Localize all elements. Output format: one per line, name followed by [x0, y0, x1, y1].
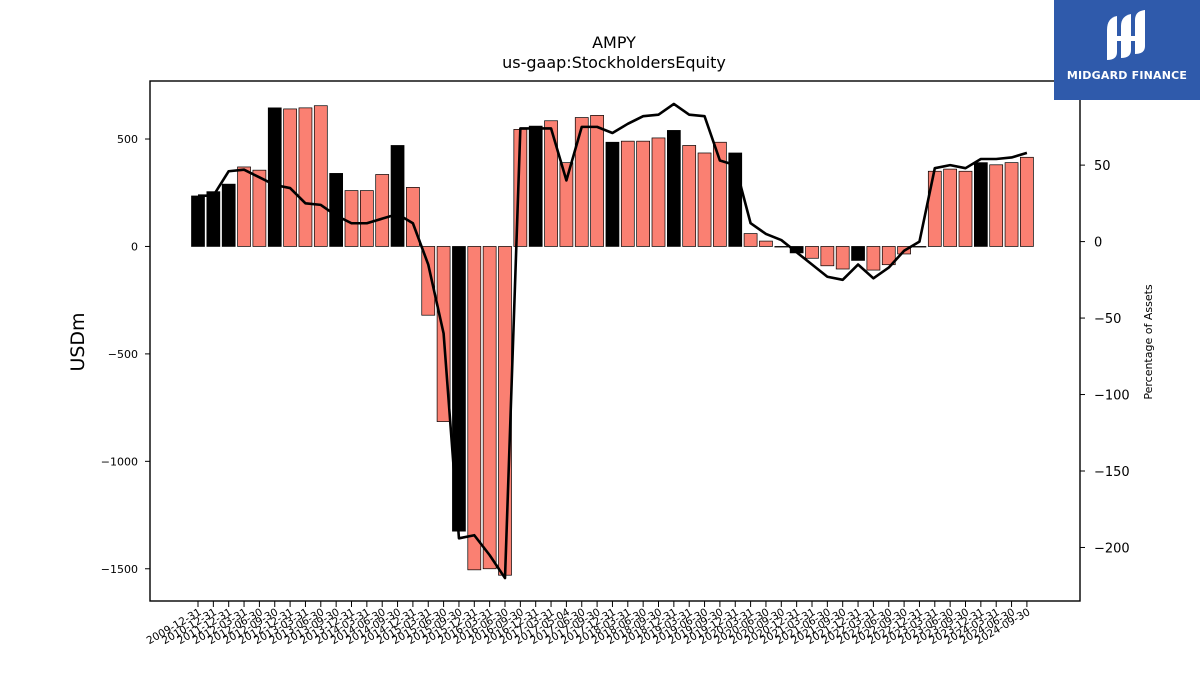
bar-2009-12-31: [191, 195, 205, 247]
bar-2022-12-31: [912, 246, 927, 248]
bar-2016-12-31: [528, 125, 543, 247]
bar-2017-12-31: [605, 141, 620, 247]
y-tick-label: 500: [117, 133, 138, 146]
logo-mark-icon: [1107, 10, 1145, 60]
bar-2022-03-31: [866, 246, 881, 271]
bar-2018-06-30: [636, 140, 651, 247]
bar-2012-12-31: [283, 108, 297, 247]
plot-frame: [149, 80, 1081, 602]
bar-2014-09-30: [390, 145, 405, 247]
bar-2015-12-31: [467, 246, 482, 571]
bar-2011-12-31: [221, 183, 236, 247]
bar-2023-03-31: [927, 170, 942, 247]
bar-2018-12-31: [666, 130, 681, 247]
bar-2019-09-30: [713, 141, 727, 247]
bar-2013-06-30: [313, 105, 328, 247]
bar-2018-09-30: [651, 137, 666, 247]
bar-2012-06-30: [252, 169, 267, 247]
bar-2019-03-31: [682, 145, 697, 247]
bar-2024-09-30: [1020, 156, 1034, 247]
bar-2020-06-30: [759, 240, 773, 247]
bar-2023-09-30: [958, 170, 973, 247]
bar-2019-06-30: [697, 152, 712, 247]
bar-2013-12-31: [344, 190, 359, 247]
y-axis-label: USDm: [67, 312, 89, 371]
y2-tick-label: 50: [1094, 159, 1111, 174]
y-tick-label: −1500: [101, 563, 138, 576]
midgard-finance-logo: MIDGARD FINANCE: [1054, 0, 1200, 100]
y2-tick-label: 0: [1094, 236, 1102, 251]
y2-tick-label: −50: [1094, 312, 1121, 327]
chart-subtitle: us-gaap:StockholdersEquity: [502, 53, 726, 72]
bar-2017-09-30: [590, 115, 604, 247]
bar-2021-09-30: [835, 246, 850, 270]
bar-2024-03-31: [989, 164, 1004, 247]
bar-2024-06-30: [1004, 162, 1019, 247]
y2-tick-label: −100: [1094, 389, 1130, 404]
bar-2013-03-31: [298, 107, 313, 247]
bar-2016-03-31: [482, 246, 497, 570]
y-tick-label: 0: [131, 240, 138, 253]
bar-2021-06-30: [820, 246, 835, 267]
bar-2015-03-31: [421, 246, 436, 316]
bar-2021-03-31: [805, 246, 819, 259]
bar-2022-06-30: [881, 246, 896, 266]
y-tick-label: −500: [108, 348, 138, 361]
bar-2021-12-31: [851, 246, 865, 261]
bar-2017-03-31: [544, 120, 558, 247]
bar-2020-09-30: [774, 246, 789, 248]
bar-2023-06-30: [943, 168, 958, 247]
percentage-of-assets-line: [198, 102, 1028, 580]
chart-title: AMPY: [592, 33, 636, 52]
y2-tick-label: −150: [1094, 465, 1130, 480]
bar-2018-03-31: [620, 140, 635, 247]
bar-2012-03-31: [237, 166, 251, 247]
bar-2013-09-30: [329, 173, 343, 247]
bars-layer: [191, 105, 1034, 576]
bar-2012-09-30: [267, 107, 282, 247]
bar-2017-06-30: [574, 117, 589, 247]
bar-2014-06-30: [375, 174, 390, 247]
y2-tick-label: −200: [1094, 541, 1130, 556]
bar-2014-03-31: [360, 190, 374, 247]
y2-axis-label: Percentage of Assets: [1142, 284, 1155, 400]
bar-2010-12-31: [206, 191, 221, 247]
bar-2020-03-31: [743, 233, 758, 247]
line-layer: [198, 102, 1028, 580]
logo-text: MIDGARD FINANCE: [1066, 69, 1188, 82]
y-tick-label: −1000: [101, 455, 138, 468]
bar-2023-12-31: [973, 162, 988, 247]
bar-2017-05-04: [559, 162, 574, 247]
